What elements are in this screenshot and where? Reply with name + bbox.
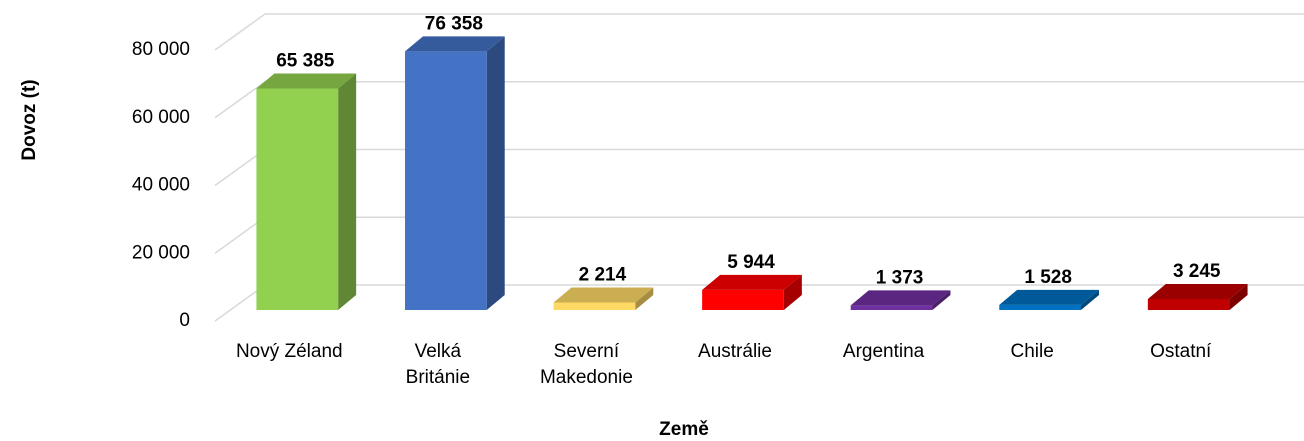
bar-side (1081, 289, 1099, 310)
grid-line (214, 148, 1304, 187)
data-label: 5 944 (727, 252, 775, 273)
bar-side (486, 36, 505, 310)
bar (405, 36, 505, 310)
grid-line (214, 13, 1304, 51)
data-label: 65 385 (276, 51, 335, 72)
x-tick-label-line: Makedonie (540, 367, 633, 388)
bar-top (405, 36, 505, 52)
x-axis-title: Země (659, 419, 709, 440)
y-tick-label: 20 000 (132, 242, 190, 263)
bar (1147, 284, 1248, 310)
data-label: 2 214 (579, 265, 627, 286)
x-tick-label: Ostatní (1150, 341, 1212, 362)
bar (999, 289, 1099, 310)
data-label: 76 358 (425, 13, 483, 34)
bar (256, 73, 357, 310)
x-tick-label-line: Chile (1010, 341, 1053, 362)
bar-front (850, 305, 933, 310)
bar-front (256, 88, 339, 310)
grid-line (214, 81, 1304, 119)
bar-top (553, 287, 654, 303)
bar-top (256, 73, 357, 89)
bar-side (635, 287, 654, 310)
bar (850, 290, 951, 310)
bar-top (850, 290, 951, 306)
grid-line (214, 216, 1304, 254)
bar-front (999, 304, 1081, 310)
bar-front (405, 51, 487, 310)
bar-side (783, 274, 802, 310)
bar-front (1147, 299, 1230, 310)
x-tick-label-line: Velká (415, 341, 462, 362)
bar (702, 274, 802, 310)
y-tick-label: 0 (179, 310, 190, 331)
bar-side (932, 290, 951, 310)
x-tick-label-line: Argentina (843, 341, 925, 362)
bar (553, 287, 654, 310)
y-tick-label: 40 000 (132, 175, 190, 196)
bar-side (1229, 284, 1248, 310)
bar-front (702, 289, 784, 310)
x-tick-label: Chile (1010, 341, 1053, 362)
data-label: 1 528 (1024, 267, 1072, 288)
x-tick-label: Nový Zéland (236, 341, 343, 362)
x-tick-label: Argentina (843, 341, 925, 362)
x-tick-label-line: Ostatní (1150, 341, 1212, 362)
bar-side (338, 73, 357, 310)
x-tick-label-line: Severní (554, 341, 620, 362)
x-tick-label: Velká Británie (406, 341, 470, 388)
x-tick-label-line: Británie (406, 367, 470, 388)
data-label: 3 245 (1173, 261, 1221, 282)
x-tick-label: Severní Makedonie (540, 341, 633, 388)
y-tick-label: 60 000 (132, 107, 190, 128)
bar-top (999, 289, 1099, 305)
x-tick-label: Austrálie (698, 341, 772, 362)
bar-top (702, 274, 802, 290)
data-label: 1 373 (876, 267, 924, 288)
x-tick-label-line: Austrálie (698, 341, 772, 362)
y-axis-title: Dovoz (t) (19, 79, 40, 160)
bar-front (553, 302, 636, 310)
x-tick-label-line: Nový Zéland (236, 341, 343, 362)
y-tick-label: 80 000 (132, 39, 190, 60)
bar-top (1147, 284, 1248, 300)
